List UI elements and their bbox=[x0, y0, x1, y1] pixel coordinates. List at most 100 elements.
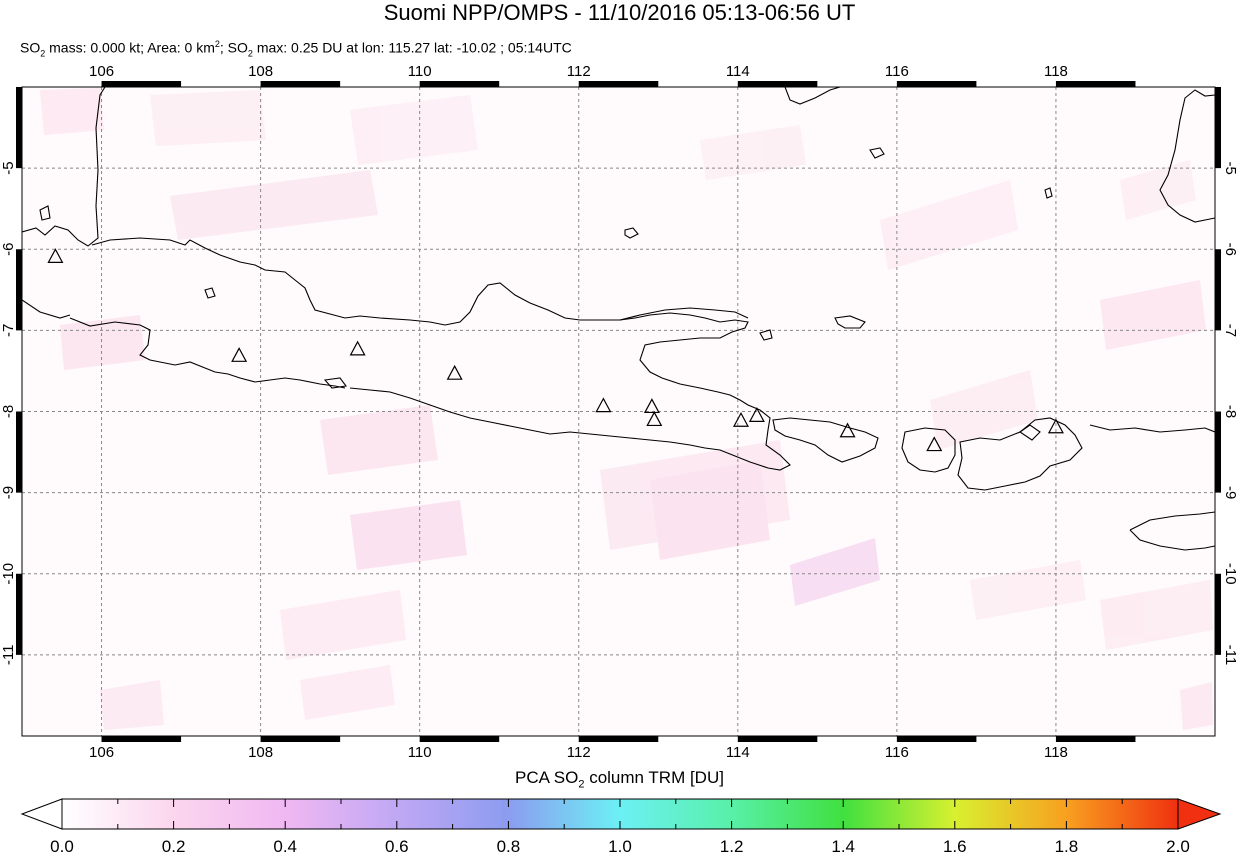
frame-bar-top bbox=[737, 81, 818, 87]
lon-tick-label-top: 114 bbox=[726, 63, 750, 80]
map-title: Suomi NPP/OMPS - 11/10/2016 05:13-06:56 … bbox=[383, 0, 856, 25]
map-frame bbox=[16, 81, 1221, 742]
lat-tick-label-right: -8 bbox=[1222, 405, 1239, 418]
lat-tick-label-left: -9 bbox=[0, 486, 17, 499]
frame-bar-top bbox=[1055, 81, 1136, 87]
map-subtitle: SO2 mass: 0.000 kt; Area: 0 km2; SO2 max… bbox=[20, 39, 572, 59]
volcano-marker bbox=[748, 407, 765, 422]
java-west-north bbox=[91, 237, 791, 471]
lon-tick-label-top: 108 bbox=[248, 63, 273, 80]
lat-tick-label-left: -10 bbox=[0, 563, 17, 585]
colorbar-max-arrow bbox=[1177, 798, 1222, 830]
lat-tick-label-left: -7 bbox=[0, 324, 17, 337]
lon-tick-label-top: 112 bbox=[567, 63, 591, 80]
volcano-marker bbox=[231, 347, 248, 362]
so2-swath-patches bbox=[40, 88, 1213, 730]
lat-tick-label-right: -5 bbox=[1222, 161, 1239, 174]
islet-5 bbox=[869, 147, 885, 159]
frame-bar-bottom bbox=[101, 736, 182, 742]
colorbar-tick-label: 2.0 bbox=[1166, 837, 1190, 855]
frame-bar-right bbox=[1215, 573, 1221, 655]
islet-8 bbox=[323, 377, 347, 389]
islet-4 bbox=[759, 329, 773, 341]
colorbar-tick-label: 0.8 bbox=[497, 837, 521, 855]
volcano-marker bbox=[446, 364, 463, 380]
java-north-coast bbox=[69, 317, 346, 389]
frame-bar-right bbox=[1215, 411, 1221, 493]
volcano-marker bbox=[349, 340, 366, 356]
lat-tick-label-right: -6 bbox=[1222, 243, 1239, 256]
frame-bar-bottom bbox=[419, 736, 500, 742]
lat-tick-label-right: -10 bbox=[1222, 563, 1239, 585]
frame-bar-top bbox=[260, 81, 341, 87]
sumba-coast bbox=[1129, 511, 1215, 551]
frame-bar-bottom bbox=[1055, 736, 1136, 742]
volcano-marker bbox=[839, 422, 856, 438]
frame-bar-bottom bbox=[260, 736, 341, 742]
graticule bbox=[22, 87, 1215, 736]
lat-tick-label-left: -6 bbox=[0, 243, 17, 256]
frame-bar-left bbox=[16, 573, 22, 655]
kalimantan-coast bbox=[784, 87, 841, 105]
volcano-marker bbox=[595, 397, 612, 413]
axis-tick-labels: 106 106 108 108 110 110 112 112 114 114 116 116 118 1… bbox=[0, 63, 1239, 761]
volcano-marker bbox=[47, 248, 64, 263]
lon-tick-label-bottom: 114 bbox=[726, 744, 750, 761]
madura-coast bbox=[619, 307, 749, 321]
islet-7 bbox=[1019, 424, 1041, 441]
lon-tick-label-bottom: 112 bbox=[567, 744, 591, 761]
colorbar-min-arrow bbox=[20, 798, 63, 830]
lat-tick-label-left: -11 bbox=[0, 645, 17, 666]
sumatra-coast-south bbox=[22, 299, 71, 319]
volcano-marker bbox=[646, 411, 663, 427]
lon-tick-label-top: 106 bbox=[89, 63, 114, 80]
frame-bar-left bbox=[16, 87, 22, 169]
islet-1 bbox=[624, 227, 639, 239]
lon-tick-label-bottom: 118 bbox=[1044, 744, 1068, 761]
sumatra-coast bbox=[22, 87, 106, 247]
frame-bar-left bbox=[16, 249, 22, 331]
colorbar-label: PCA SO2 column TRM [DU] bbox=[515, 768, 724, 791]
colorbar-tick-label: 0.4 bbox=[273, 837, 297, 855]
frame-bar-bottom bbox=[896, 736, 977, 742]
lon-tick-label-top: 110 bbox=[408, 63, 432, 80]
lat-tick-label-right: -9 bbox=[1222, 486, 1239, 499]
frame-bar-bottom bbox=[737, 736, 818, 742]
frame-bar-bottom bbox=[578, 736, 659, 742]
frame-bar-top bbox=[578, 81, 659, 87]
lombok-coast bbox=[901, 427, 956, 473]
colorbar-tick-label: 1.0 bbox=[608, 837, 632, 855]
colorbar-tick-label: 0.0 bbox=[50, 837, 74, 855]
lat-tick-label-right: -7 bbox=[1222, 324, 1239, 337]
lon-tick-label-bottom: 106 bbox=[89, 744, 114, 761]
islet-9 bbox=[1044, 187, 1053, 199]
borneo-coast bbox=[1159, 89, 1215, 223]
frame-bar-right bbox=[1215, 87, 1221, 169]
lon-tick-label-bottom: 116 bbox=[885, 744, 909, 761]
bali-coast bbox=[772, 417, 879, 463]
colorbar-tick-label: 1.8 bbox=[1055, 837, 1079, 855]
frame-bar-top bbox=[896, 81, 977, 87]
frame-bar-left bbox=[16, 411, 22, 493]
islet-2 bbox=[204, 287, 216, 299]
frame-bar-right bbox=[1215, 249, 1221, 331]
volcano-marker bbox=[643, 398, 660, 414]
colorbar-ticks: 0.0 0.2 0.4 0.6 0.8 1.0 1.2 1.4 1.6 1.8 2.0 bbox=[50, 799, 1190, 855]
colorbar: 0.0 0.2 0.4 0.6 0.8 1.0 1.2 1.4 1.6 1.8 2.0 bbox=[20, 798, 1222, 855]
lon-tick-label-top: 118 bbox=[1044, 63, 1068, 80]
colorbar-tick-label: 1.4 bbox=[831, 837, 855, 855]
volcano-marker bbox=[1047, 418, 1064, 434]
islet-6 bbox=[39, 205, 51, 221]
lat-tick-label-right: -11 bbox=[1222, 645, 1239, 666]
lat-tick-label-left: -5 bbox=[0, 161, 17, 174]
colorbar-tick-label: 1.6 bbox=[943, 837, 967, 855]
volcano-marker bbox=[926, 436, 943, 452]
colorbar-tick-label: 0.2 bbox=[162, 837, 186, 855]
lon-tick-label-bottom: 110 bbox=[408, 744, 432, 761]
frame-bar-top bbox=[101, 81, 182, 87]
volcano-marker bbox=[732, 411, 749, 427]
lon-tick-label-top: 116 bbox=[885, 63, 909, 80]
coastlines bbox=[22, 87, 1215, 551]
lon-tick-label-bottom: 108 bbox=[248, 744, 273, 761]
